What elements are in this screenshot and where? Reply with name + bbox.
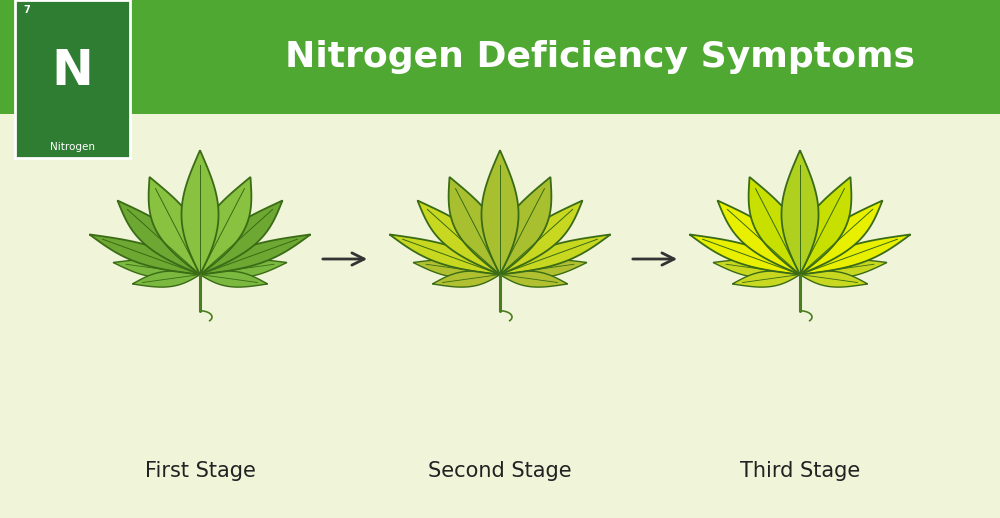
Text: Second Stage: Second Stage — [428, 462, 572, 481]
Polygon shape — [432, 271, 500, 287]
Polygon shape — [181, 150, 219, 275]
Polygon shape — [500, 235, 611, 275]
Text: N: N — [52, 47, 93, 95]
Polygon shape — [200, 260, 287, 278]
Polygon shape — [800, 200, 883, 275]
Polygon shape — [89, 235, 200, 275]
Polygon shape — [413, 260, 500, 278]
Polygon shape — [689, 235, 800, 275]
Polygon shape — [749, 177, 802, 275]
Polygon shape — [118, 200, 200, 275]
Polygon shape — [800, 235, 911, 275]
Text: Nitrogen: Nitrogen — [50, 141, 95, 152]
Polygon shape — [800, 271, 868, 287]
Polygon shape — [500, 260, 587, 278]
Polygon shape — [200, 200, 283, 275]
Polygon shape — [449, 177, 502, 275]
Polygon shape — [132, 271, 200, 287]
Polygon shape — [149, 177, 202, 275]
Polygon shape — [732, 271, 800, 287]
Bar — [0, 0, 1000, 114]
Polygon shape — [113, 260, 200, 278]
Polygon shape — [481, 150, 519, 275]
Text: Nitrogen Deficiency Symptoms: Nitrogen Deficiency Symptoms — [285, 40, 915, 74]
Polygon shape — [500, 200, 582, 275]
Polygon shape — [781, 150, 819, 275]
Polygon shape — [200, 271, 268, 287]
Polygon shape — [798, 177, 851, 275]
Polygon shape — [800, 260, 887, 278]
Polygon shape — [498, 177, 551, 275]
Polygon shape — [389, 235, 500, 275]
Polygon shape — [713, 260, 800, 278]
Polygon shape — [200, 235, 311, 275]
Polygon shape — [500, 271, 568, 287]
Text: 7: 7 — [23, 5, 30, 15]
Text: Third Stage: Third Stage — [740, 462, 860, 481]
Bar — [15, 0, 130, 158]
Polygon shape — [718, 200, 800, 275]
Text: First Stage: First Stage — [145, 462, 255, 481]
Polygon shape — [418, 200, 500, 275]
Polygon shape — [198, 177, 251, 275]
